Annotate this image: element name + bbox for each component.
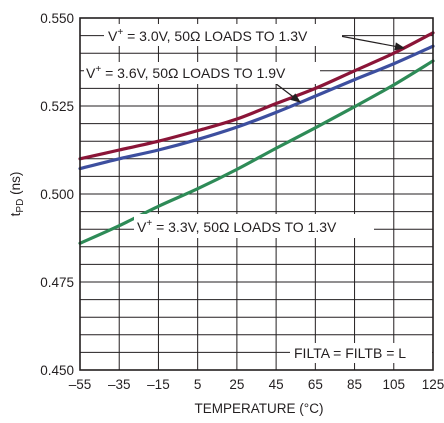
annotation-bg-3v3 — [134, 214, 374, 238]
x-tick-label: –55 — [69, 377, 92, 392]
annotation-bg-3v6 — [84, 62, 320, 84]
annotations: V+ = 3.0V, 50Ω LOADS TO 1.3V V+ = 3.6V, … — [84, 24, 432, 363]
series-3v6-line — [78, 44, 435, 171]
x-axis-label: TEMPERATURE (°C) — [195, 401, 324, 416]
y-tick-label: 0.475 — [40, 275, 74, 290]
leader-arrow-3v0 — [394, 42, 406, 51]
y-tick-label: 0.500 — [40, 187, 74, 202]
x-tick-label: –35 — [108, 377, 131, 392]
annotation-bg-condition — [290, 343, 432, 363]
y-tick-label: 0.450 — [40, 363, 74, 378]
x-tick-label: –15 — [147, 377, 170, 392]
plot-frame — [79, 17, 434, 371]
y-tick-label: 0.550 — [40, 11, 74, 26]
annotation-bg-3v0 — [104, 24, 342, 46]
y-tick-label: 0.525 — [40, 99, 74, 114]
x-tick-label: 25 — [229, 377, 244, 392]
series-3v0-line — [78, 31, 435, 161]
tick-labels: –55 –35 –15 5 25 45 65 85 105 125 0.450 0.475 0.500 0… — [40, 11, 444, 392]
y-axis-label: tPD (ns) — [8, 172, 26, 217]
annotation-3v3: V+ = 3.3V, 50Ω LOADS TO 1.3V — [137, 218, 337, 235]
annotation-3v6: V+ = 3.6V, 50Ω LOADS TO 1.9V — [86, 64, 286, 81]
leader-arrow-3v6 — [290, 93, 301, 103]
leader-line-3v0 — [339, 35, 404, 49]
x-tick-label: 65 — [308, 377, 323, 392]
x-tick-label: 5 — [194, 377, 202, 392]
x-tick-label: 85 — [347, 377, 362, 392]
x-tick-label: 45 — [269, 377, 284, 392]
annotation-3v0: V+ = 3.0V, 50Ω LOADS TO 1.3V — [108, 27, 308, 44]
x-tick-label: 125 — [422, 377, 444, 392]
x-tick-label: 105 — [383, 377, 406, 392]
condition-label: FILTA = FILTB = L — [294, 345, 406, 361]
